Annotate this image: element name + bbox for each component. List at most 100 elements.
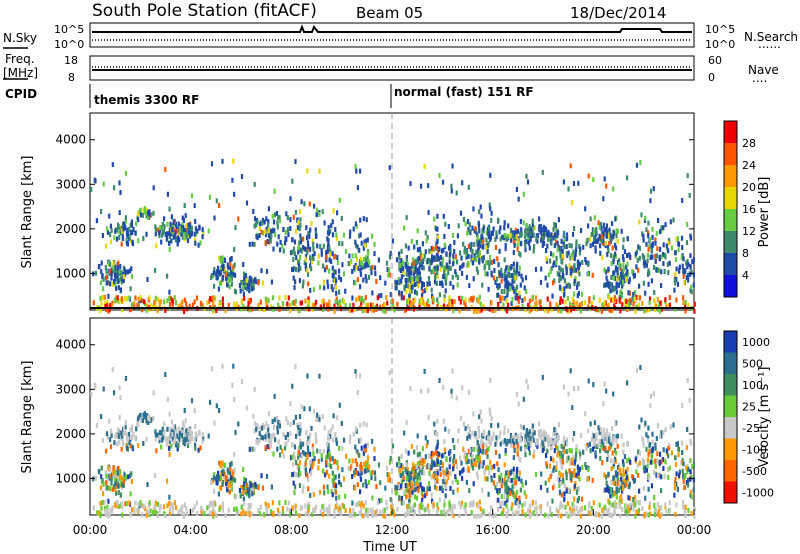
velocity-echo-cell <box>492 480 495 486</box>
power-echo-cell <box>244 273 247 278</box>
power-echo-cell <box>335 290 338 296</box>
velocity-echo-cell <box>314 432 317 438</box>
power-echo-cell <box>427 183 430 189</box>
velocity-echo-cell <box>521 482 524 488</box>
velocity-echo-cell <box>430 474 433 480</box>
power-echo-cell <box>221 299 224 305</box>
power-echo-cell <box>530 233 533 238</box>
power-echo-cell <box>349 303 352 308</box>
power-echo-cell <box>678 267 681 273</box>
velocity-echo-cell <box>536 443 539 449</box>
power-echo-cell <box>102 276 105 282</box>
power-echo-cell <box>607 248 610 254</box>
power-echo-cell <box>520 227 523 233</box>
power-echo-cell <box>372 307 375 313</box>
power-echo-cell <box>403 284 406 290</box>
velocity-echo-cell <box>628 502 631 508</box>
velocity-echo-cell <box>323 490 326 496</box>
velocity-echo-cell <box>418 507 421 513</box>
power-echo-cell <box>560 308 563 314</box>
power-echo-cell <box>405 215 408 221</box>
power-echo-cell <box>660 254 663 260</box>
velocity-echo-cell <box>118 385 121 391</box>
power-echo-cell <box>415 259 418 265</box>
velocity-echo-cell <box>645 512 648 518</box>
power-echo-cell <box>357 265 360 271</box>
power-echo-cell <box>474 226 477 232</box>
power-echo-cell <box>498 271 502 277</box>
power-echo-cell <box>226 262 229 268</box>
velocity-echo-cell <box>233 506 236 512</box>
power-echo-cell <box>425 238 428 244</box>
velocity-echo-cell <box>322 507 325 513</box>
power-echo-cell <box>398 279 401 285</box>
power-echo-cell <box>134 230 137 236</box>
velocity-echo-cell <box>689 438 692 444</box>
velocity-echo-cell <box>626 476 630 482</box>
power-echo-cell <box>626 261 629 267</box>
velocity-echo-cell <box>577 486 580 492</box>
power-echo-cell <box>113 278 116 284</box>
velocity-echo-cell <box>94 475 98 481</box>
power-echo-cell <box>398 255 401 261</box>
velocity-echo-cell <box>498 453 501 459</box>
power-echo-cell <box>335 296 338 302</box>
velocity-echo-cell <box>190 435 193 441</box>
power-echo-cell <box>336 260 339 266</box>
power-echo-cell <box>243 271 246 277</box>
velocity-echo-cell <box>327 444 330 450</box>
power-echo-cell <box>534 295 537 301</box>
velocity-echo-cell <box>608 512 611 518</box>
power-echo-cell <box>154 299 157 305</box>
power-echo-cell <box>233 262 236 268</box>
velocity-echo-cell <box>570 448 573 454</box>
velocity-echo-cell <box>587 466 590 472</box>
power-echo-cell <box>326 236 329 242</box>
velocity-echo-cell <box>477 445 481 451</box>
power-echo-cell <box>538 224 541 230</box>
power-echo-cell <box>230 275 233 281</box>
power-echo-cell <box>307 230 310 236</box>
velocity-echo-cell <box>331 492 334 498</box>
power-echo-cell <box>506 233 509 239</box>
velocity-echo-cell <box>567 391 570 397</box>
power-echo-cell <box>622 262 625 268</box>
power-echo-cell <box>605 229 609 235</box>
velocity-echo-cell <box>607 453 610 459</box>
velocity-echo-cell <box>349 465 352 471</box>
power-echo-cell <box>646 252 649 258</box>
power-echo-cell <box>166 191 169 197</box>
velocity-echo-cell <box>690 494 693 500</box>
velocity-echo-cell <box>486 454 489 459</box>
power-echo-cell <box>607 266 610 272</box>
power-echo-cell <box>267 222 270 228</box>
power-echo-cell <box>674 306 677 312</box>
velocity-echo-cell <box>452 513 455 519</box>
power-echo-cell <box>531 218 534 224</box>
velocity-echo-cell <box>475 434 478 440</box>
velocity-echo-cell <box>530 438 533 443</box>
power-echo-cell <box>412 299 415 305</box>
velocity-echo-cell <box>355 373 358 379</box>
power-echo-cell <box>611 221 614 227</box>
freq-label-1: Freq. <box>5 52 35 66</box>
velocity-echo-cell <box>417 488 420 494</box>
power-echo-cell <box>130 266 133 272</box>
velocity-echo-cell <box>317 458 320 464</box>
velocity-echo-cell <box>364 460 368 466</box>
power-echo-cell <box>668 295 671 300</box>
power-echo-cell <box>410 288 413 294</box>
power-echo-cell <box>115 295 118 301</box>
velocity-echo-cell <box>621 459 625 465</box>
velocity-echo-cell <box>117 465 120 471</box>
velocity-echo-cell <box>552 485 555 491</box>
velocity-echo-cell <box>437 506 440 512</box>
velocity-echo-cell <box>672 422 675 428</box>
power-echo-cell <box>384 280 387 286</box>
velocity-echo-cell <box>476 446 479 452</box>
velocity-echo-cell <box>607 507 610 513</box>
power-echo-cell <box>689 253 692 259</box>
power-echo-cell <box>163 224 166 230</box>
power-echo-cell <box>522 220 525 226</box>
velocity-echo-cell <box>422 461 425 467</box>
